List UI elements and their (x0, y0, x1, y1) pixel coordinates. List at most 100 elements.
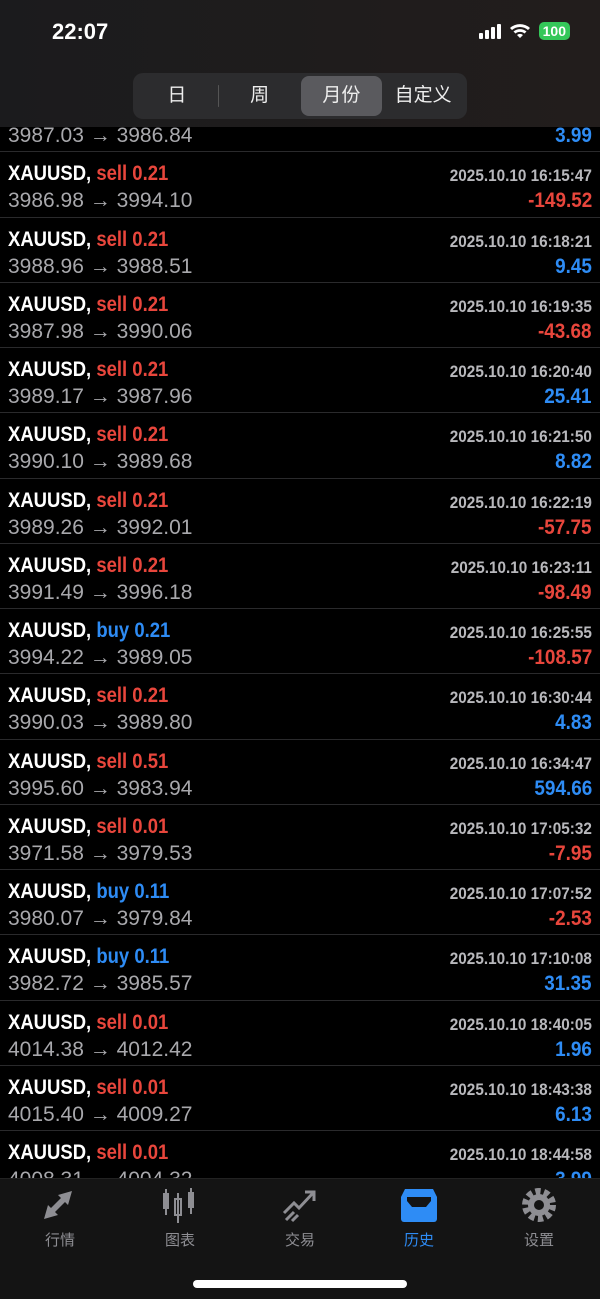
trade-row[interactable]: XAUUSD, buy 0.11 2025.10.10 17:07:52 398… (0, 870, 600, 936)
trade-time: 2025.10.10 16:34:47 (449, 753, 592, 773)
trade-volume: 0.21 (132, 162, 169, 186)
trade-symbol: XAUUSD, (8, 1141, 92, 1164)
tab-label: 行情 (44, 1232, 75, 1249)
trade-row[interactable]: XAUUSD, sell 0.21 2025.10.10 16:21:50 39… (0, 413, 600, 479)
trade-row[interactable]: XAUUSD, sell 0.21 2025.10.10 16:22:19 39… (0, 479, 600, 544)
trade-prices: 4014.38 → 4012.42 (8, 1037, 193, 1061)
battery-indicator: 100 (538, 22, 570, 40)
tab-charts[interactable]: 图表 (135, 1187, 225, 1250)
wifi-icon (509, 24, 530, 38)
trade-symbol: XAUUSD, (8, 488, 92, 512)
tab-quotes[interactable]: 行情 (15, 1187, 105, 1250)
trade-profit: -43.68 (538, 319, 592, 343)
trade-volume: 0.21 (132, 423, 169, 447)
trade-time: 2025.10.10 18:40:05 (449, 1014, 592, 1034)
trade-prices: 3995.60 → 3983.94 (8, 776, 193, 800)
trade-title: XAUUSD, sell 0.21 (8, 423, 168, 447)
trade-symbol: XAUUSD, (8, 1075, 92, 1099)
trade-time: 2025.10.10 17:05:32 (449, 818, 592, 838)
trade-row[interactable]: XAUUSD, sell 0.21 2025.10.10 16:20:40 39… (0, 348, 600, 414)
trade-profit: -57.75 (538, 515, 592, 539)
trade-volume: 0.01 (132, 814, 169, 838)
tab-label: 设置 (523, 1232, 554, 1249)
tab-settings[interactable]: 设置 (494, 1187, 584, 1250)
period-tab-week[interactable]: 周 (250, 85, 270, 106)
trade-row[interactable]: XAUUSD, sell 0.51 2025.10.10 16:34:47 39… (0, 740, 600, 805)
trade-time: 2025.10.10 16:19:35 (449, 296, 592, 316)
period-segmented-control[interactable]: 日 周 月份 自定义 (133, 73, 467, 119)
trade-symbol: XAUUSD, (8, 684, 92, 708)
trade-volume: 0.21 (132, 227, 169, 251)
trade-row[interactable]: XAUUSD, sell 0.21 2025.10.10 16:30:44 39… (0, 674, 600, 740)
bottom-tab-bar: 行情 图表 交易 历史 设置 (0, 1178, 600, 1299)
trade-history-list[interactable]: XAUUSD, 3987.03 → 3986.84 3.99 XAUUSD, se… (0, 87, 600, 1197)
trade-title: XAUUSD, sell 0.21 (8, 358, 168, 382)
trade-row[interactable]: XAUUSD, buy 0.21 2025.10.10 16:25:55 399… (0, 609, 600, 675)
history-tray-icon (401, 1189, 437, 1222)
trade-symbol: XAUUSD, (8, 162, 92, 186)
trade-row[interactable]: XAUUSD, sell 0.01 2025.10.10 17:05:32 39… (0, 805, 600, 870)
trade-symbol: XAUUSD, (8, 749, 92, 773)
trade-row[interactable]: XAUUSD, sell 0.21 2025.10.10 16:19:35 39… (0, 283, 600, 348)
trade-symbol: XAUUSD, (8, 880, 92, 903)
trade-profit: 25.41 (544, 385, 592, 408)
trade-side: buy (96, 880, 130, 903)
trade-row[interactable]: XAUUSD, sell 0.21 2025.10.10 16:18:21 39… (0, 218, 600, 283)
trade-symbol: XAUUSD, (8, 292, 92, 316)
period-tab-month[interactable]: 月份 (300, 76, 383, 116)
trade-side: sell (96, 749, 128, 773)
trade-row[interactable]: XAUUSD, sell 0.01 2025.10.10 18:40:05 40… (0, 1001, 600, 1066)
trade-side: buy (96, 619, 130, 642)
trade-volume: 0.21 (132, 292, 169, 316)
trade-volume: 0.21 (132, 488, 169, 512)
trade-prices: 3989.17 → 3987.96 (8, 385, 193, 408)
trade-title: XAUUSD, buy 0.21 (8, 619, 170, 643)
trade-prices: 3987.03 → 3986.84 (8, 124, 193, 147)
trade-volume: 0.21 (132, 553, 169, 577)
top-header: 22:07 100 日 周 月份 自定义 (0, 0, 600, 127)
trade-title: XAUUSD, sell 0.21 (8, 162, 168, 186)
trade-profit: 8.82 (555, 450, 592, 474)
tab-label: 历史 (403, 1232, 434, 1249)
trade-symbol: XAUUSD, (8, 814, 92, 838)
trade-time: 2025.10.10 16:25:55 (449, 623, 592, 642)
trade-profit: -7.95 (548, 841, 592, 865)
trade-trend-icon (282, 1190, 316, 1223)
home-indicator (193, 1280, 407, 1288)
trade-time: 2025.10.10 17:07:52 (449, 884, 592, 903)
trade-time: 2025.10.10 16:23:11 (450, 557, 592, 577)
period-tab-custom[interactable]: 自定义 (394, 85, 452, 106)
trade-time: 2025.10.10 16:20:40 (449, 362, 592, 381)
trade-profit: 4.83 (555, 711, 592, 735)
segment-divider (217, 85, 219, 107)
trade-profit: 9.45 (555, 254, 592, 278)
trade-row[interactable]: XAUUSD, sell 0.01 2025.10.10 18:43:38 40… (0, 1066, 600, 1131)
trade-side: sell (96, 423, 128, 447)
trade-row[interactable]: XAUUSD, buy 0.11 2025.10.10 17:10:08 398… (0, 935, 600, 1001)
trade-title: XAUUSD, sell 0.21 (8, 293, 168, 317)
trade-side: sell (96, 553, 128, 577)
status-icons: 100 (478, 22, 570, 40)
trade-prices: 3988.96 → 3988.51 (8, 254, 193, 278)
trade-symbol: XAUUSD, (8, 423, 92, 447)
trade-time: 2025.10.10 16:30:44 (449, 688, 592, 708)
trade-row[interactable]: XAUUSD, sell 0.21 2025.10.10 16:23:11 39… (0, 544, 600, 609)
trade-prices: 3990.03 → 3989.80 (8, 711, 193, 735)
trade-profit: 31.35 (544, 972, 592, 996)
tab-trade[interactable]: 交易 (255, 1187, 345, 1250)
trade-row[interactable]: XAUUSD, sell 0.21 2025.10.10 16:15:47 39… (0, 152, 600, 218)
trade-side: sell (96, 488, 128, 512)
trade-side: sell (96, 1010, 128, 1034)
trade-title: XAUUSD, sell 0.01 (8, 1011, 168, 1035)
trade-time: 2025.10.10 16:22:19 (449, 492, 592, 512)
trade-time: 2025.10.10 17:10:08 (449, 949, 592, 969)
trade-time: 2025.10.10 18:43:38 (449, 1079, 592, 1099)
trade-title: XAUUSD, sell 0.01 (8, 1141, 168, 1165)
trade-profit: 1.96 (555, 1037, 592, 1061)
tab-history[interactable]: 历史 (374, 1187, 464, 1250)
trade-title: XAUUSD, buy 0.11 (8, 945, 169, 969)
trade-profit: 594.66 (534, 776, 592, 800)
period-tab-day[interactable]: 日 (167, 85, 187, 106)
trade-profit: 6.13 (555, 1102, 592, 1126)
trade-side: sell (96, 162, 128, 186)
